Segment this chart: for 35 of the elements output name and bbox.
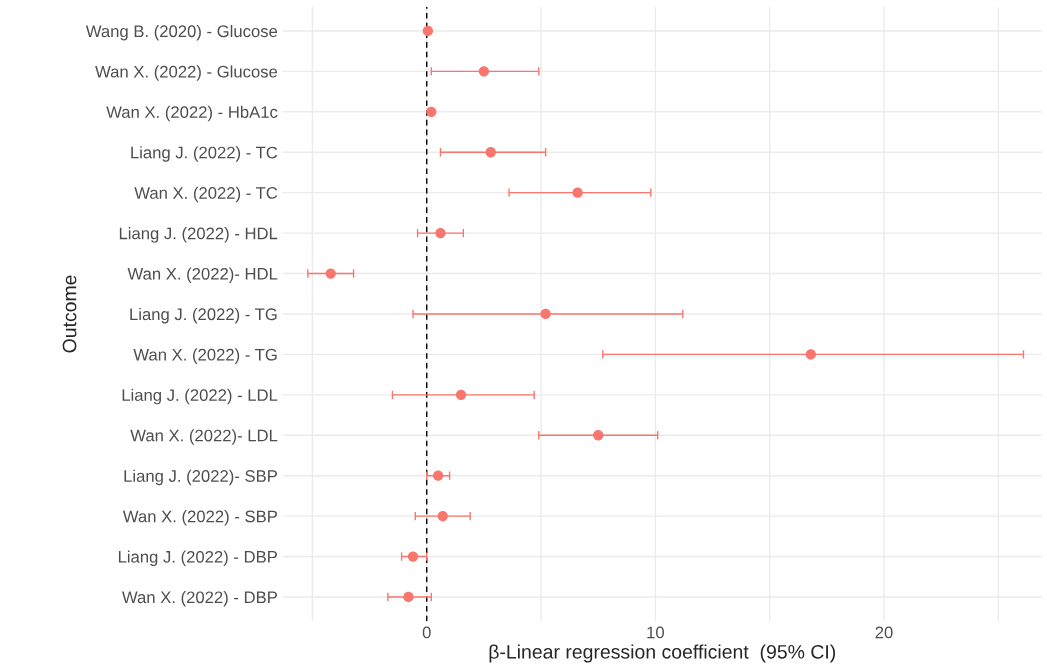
x-tick-label: 10 xyxy=(647,626,664,639)
y-tick-label: Wan X. (2022) - DBP xyxy=(122,590,277,607)
x-axis-title: β-Linear regression coefficient (95% CI) xyxy=(489,644,836,663)
point xyxy=(403,591,414,603)
y-tick-label: Wan X. (2022) - SBP xyxy=(122,510,277,526)
point xyxy=(485,147,496,158)
y-tick-label: Wan X. (2022) - TC xyxy=(134,186,278,203)
point xyxy=(407,551,419,562)
point xyxy=(455,389,467,400)
y-tick-label: Liang J. (2022) - DBP xyxy=(118,550,277,567)
x-tick-label: 0 xyxy=(422,626,431,639)
y-tick-label: Wan X. (2022) - TG xyxy=(133,348,277,364)
point xyxy=(805,349,816,360)
point xyxy=(325,268,336,279)
y-tick-label: Wan X. (2022) - HbA1c xyxy=(106,105,278,122)
y-tick-label: Liang J. (2022)- SBP xyxy=(124,469,277,486)
point xyxy=(435,227,446,239)
y-tick-label: Liang J. (2022) - LDL xyxy=(122,388,278,405)
y-axis-title: Outcome xyxy=(62,275,77,353)
y-tick-label: Wan X. (2022)- LDL xyxy=(130,429,278,445)
y-tick-label: Liang J. (2022) - TG xyxy=(130,307,277,324)
point xyxy=(426,106,437,117)
y-tick-label: Liang J. (2022) - TC xyxy=(131,146,278,162)
point xyxy=(572,187,583,198)
point xyxy=(437,510,448,522)
point xyxy=(540,308,551,320)
x-tick-label: 20 xyxy=(875,626,893,639)
y-tick-label: Liang J. (2022) - HDL xyxy=(119,227,278,243)
point xyxy=(433,470,444,481)
y-tick-label: Wan X. (2022)- HDL xyxy=(127,267,278,284)
point xyxy=(422,25,434,37)
y-tick-label: Wan X. (2022) - Glucose xyxy=(95,65,278,81)
point xyxy=(478,66,490,77)
y-tick-label: Wang B. (2020) - Glucose xyxy=(85,24,278,41)
point xyxy=(593,430,604,441)
